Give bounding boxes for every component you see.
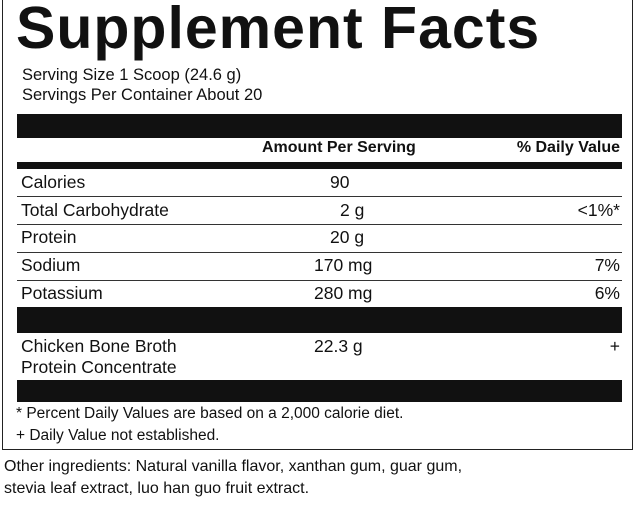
- amount-header: Amount Per Serving: [262, 139, 416, 156]
- ingredient-dv: +: [609, 336, 620, 356]
- daily-value-header: % Daily Value: [516, 139, 620, 156]
- footnote-daily-values: * Percent Daily Values are based on a 2,…: [16, 405, 404, 422]
- nutrient-name: Total Carbohydrate: [21, 200, 169, 220]
- ingredient-name: Chicken Bone Broth: [21, 336, 177, 356]
- divider-bar: [17, 162, 622, 169]
- nutrient-row: Potassium 280 mg 6%: [17, 281, 622, 307]
- nutrient-name: Sodium: [21, 255, 81, 275]
- footnote-not-established: + Daily Value not established.: [16, 427, 220, 444]
- servings-per-container: Servings Per Container About 20: [22, 86, 263, 104]
- ingredient-row: Chicken Bone Broth Protein Concentrate 22.…: [17, 334, 622, 380]
- divider-bar: [17, 380, 622, 402]
- ingredient-amount: 22.3 g: [314, 336, 363, 356]
- nutrient-row: Total Carbohydrate 2 g <1%*: [17, 197, 622, 225]
- nutrient-amount: 280 mg: [314, 283, 373, 303]
- supplement-facts-panel: [2, 0, 633, 450]
- nutrient-dv: 7%: [594, 255, 620, 275]
- nutrient-name: Protein: [21, 227, 77, 247]
- nutrient-row: Calories 90: [17, 170, 622, 197]
- nutrient-amount: 20 g: [330, 227, 365, 247]
- nutrient-name: Calories: [21, 172, 86, 192]
- nutrient-dv: <1%*: [577, 200, 620, 220]
- divider-bar: [17, 307, 622, 333]
- nutrient-amount: 90: [330, 172, 350, 192]
- nutrient-row: Sodium 170 mg 7%: [17, 253, 622, 281]
- other-ingredients: Other ingredients: Natural vanilla flavo…: [4, 456, 462, 500]
- divider-bar: [17, 114, 622, 138]
- nutrient-amount: 170 mg: [314, 255, 373, 275]
- ingredient-name-cont: Protein Concentrate: [21, 357, 177, 377]
- other-ingredients-line: stevia leaf extract, luo han guo fruit e…: [4, 480, 310, 497]
- nutrient-name: Potassium: [21, 283, 103, 303]
- nutrient-amount: 2 g: [340, 200, 365, 220]
- other-ingredients-line: Other ingredients: Natural vanilla flavo…: [4, 458, 463, 475]
- panel-title: Supplement Facts: [16, 0, 541, 61]
- nutrient-dv: 6%: [594, 283, 620, 303]
- nutrient-row: Protein 20 g: [17, 225, 622, 253]
- serving-size: Serving Size 1 Scoop (24.6 g): [22, 66, 242, 84]
